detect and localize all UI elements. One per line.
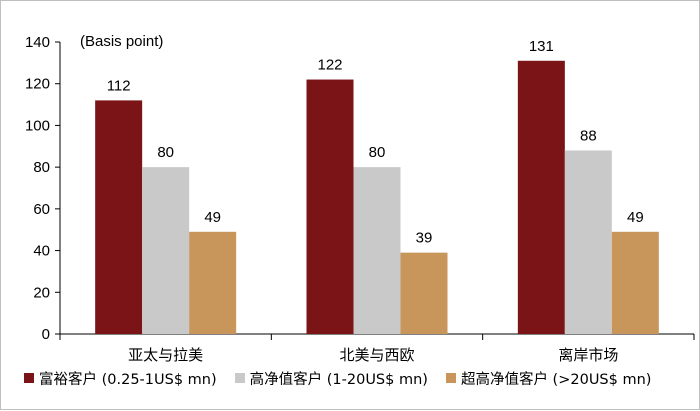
y-tick-label: 120 bbox=[25, 76, 50, 93]
y-tick-label: 60 bbox=[33, 201, 50, 218]
legend-label-uhnw: 超高净值客户 (>20US$ mn) bbox=[460, 371, 652, 388]
y-tick-label: 140 bbox=[25, 34, 50, 51]
data-label: 49 bbox=[627, 209, 644, 226]
legend-item-hnw: 高净值客户 (1-20US$ mn) bbox=[234, 368, 428, 389]
data-label: 39 bbox=[416, 230, 433, 247]
data-label: 112 bbox=[107, 77, 131, 94]
bar bbox=[95, 100, 143, 335]
y-tick-label: 20 bbox=[33, 284, 50, 301]
data-label: 49 bbox=[204, 209, 221, 226]
bar bbox=[517, 60, 565, 335]
bar bbox=[353, 167, 401, 334]
legend-swatch-affluent bbox=[24, 373, 34, 383]
y-tick-label: 80 bbox=[33, 159, 50, 176]
legend-item-affluent: 富裕客户 (0.25-1US$ mn) bbox=[24, 368, 217, 389]
y-tick-label: 100 bbox=[25, 117, 50, 134]
legend-label-affluent: 富裕客户 (0.25-1US$ mn) bbox=[39, 371, 217, 388]
bar bbox=[189, 231, 237, 334]
legend-label-hnw: 高净值客户 (1-20US$ mn) bbox=[249, 371, 428, 388]
unit-label: (Basis point) bbox=[80, 33, 163, 50]
legend-item-uhnw: 超高净值客户 (>20US$ mn) bbox=[445, 368, 652, 389]
bar bbox=[142, 167, 190, 334]
bar bbox=[400, 252, 448, 334]
y-tick-label: 0 bbox=[42, 326, 50, 343]
legend-swatch-hnw bbox=[234, 373, 245, 383]
bar bbox=[564, 150, 612, 334]
data-label: 88 bbox=[580, 127, 597, 144]
bar bbox=[306, 79, 354, 335]
data-label: 131 bbox=[529, 38, 554, 55]
bar bbox=[611, 231, 659, 334]
chart-legend: 富裕客户 (0.25-1US$ mn) 高净值客户 (1-20US$ mn) 超… bbox=[0, 366, 700, 390]
legend-swatch-uhnw bbox=[445, 373, 456, 383]
x-category-label: 北美与西欧 bbox=[339, 346, 414, 364]
x-category-label: 亚太与拉美 bbox=[128, 346, 203, 364]
y-tick-label: 40 bbox=[33, 243, 50, 260]
x-category-label: 离岸市场 bbox=[558, 346, 618, 364]
data-label: 122 bbox=[317, 57, 342, 74]
data-label: 80 bbox=[369, 144, 386, 161]
data-label: 80 bbox=[157, 144, 174, 161]
